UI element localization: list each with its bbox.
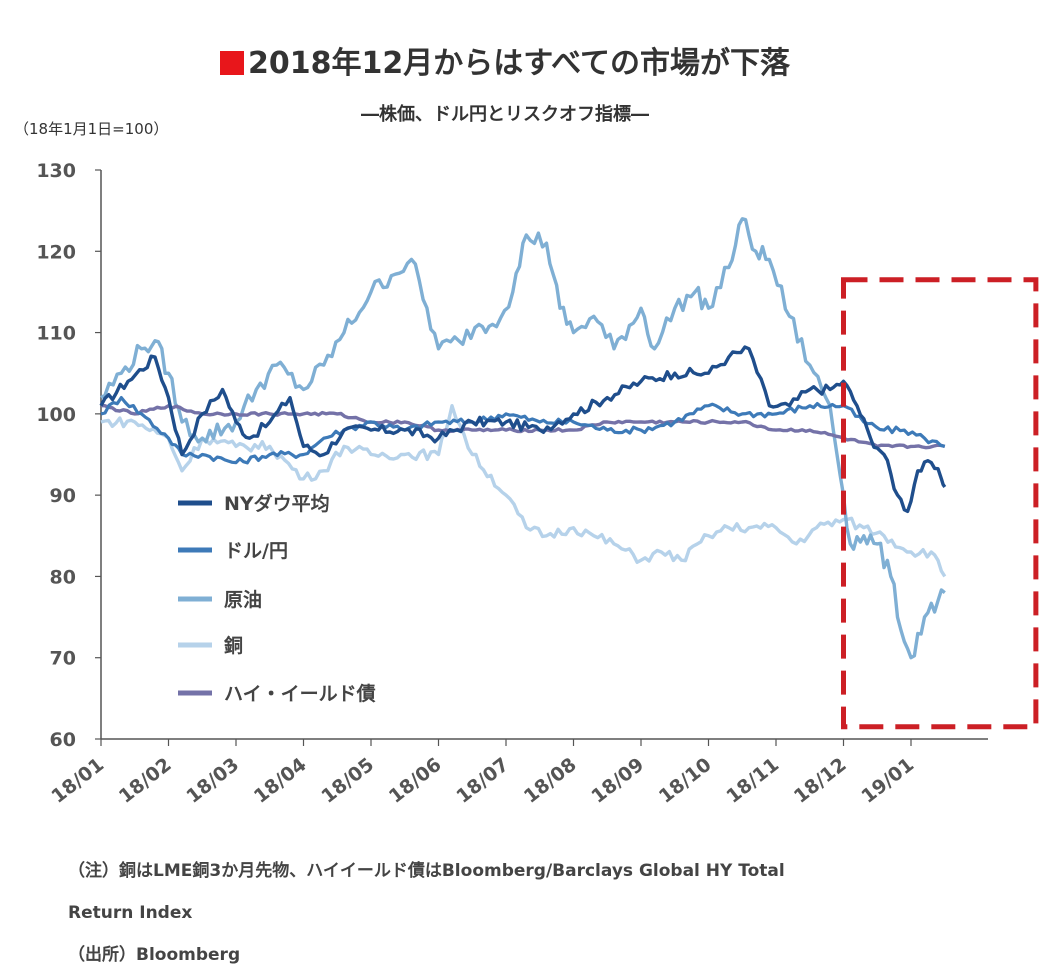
y-tick-label: 90: [50, 485, 76, 507]
x-tick-label: 18/06: [385, 754, 446, 808]
chart-title-text: 2018年12月からはすべての市場が下落: [248, 46, 790, 81]
legend-label-1: ドル/円: [224, 540, 288, 562]
series-line-3: [100, 404, 947, 578]
series-line-1: [100, 396, 946, 465]
series-line-4: [101, 404, 946, 450]
y-tick-label: 130: [36, 160, 76, 182]
y-tick-label: 110: [36, 323, 76, 345]
source-note: （出所）Bloomberg: [68, 945, 241, 965]
x-tick-label: 18/02: [115, 754, 176, 808]
x-tick-label: 18/10: [655, 754, 716, 808]
y-tick-label: 80: [50, 566, 76, 588]
series-line-0: [99, 345, 947, 514]
x-tick-label: 18/11: [722, 754, 783, 808]
axes: 60 70 80 90 100 110 120 130 18/01 18/02 18/03 18/04…: [36, 160, 988, 808]
legend-label-2: 原油: [224, 589, 262, 611]
legend-label-0: NYダウ平均: [224, 492, 330, 515]
x-tick-label: 18/07: [452, 754, 513, 808]
legend-label-4: ハイ・イールド債: [224, 682, 376, 705]
notes: （注）銅はLME銅3か月先物、ハイイールド債はBloomberg/Barclay…: [68, 850, 998, 976]
chart-title: 2018年12月からはすべての市場が下落: [0, 38, 1010, 82]
y-tick-label: 120: [36, 241, 76, 263]
x-tick-label: 19/01: [857, 754, 918, 808]
x-tick-label: 18/05: [317, 754, 378, 808]
x-tick-label: 18/01: [47, 754, 108, 808]
note-line-2: Return Index: [68, 903, 193, 923]
y-tick-label: 100: [36, 404, 76, 426]
note-line-1: （注）銅はLME銅3か月先物、ハイイールド債はBloomberg/Barclay…: [68, 861, 785, 881]
highlight-layer: [841, 277, 1039, 730]
x-tick-label: 18/08: [520, 754, 581, 808]
x-tick-label: 18/12: [790, 754, 851, 808]
line-chart: 60 70 80 90 100 110 120 130 18/01 18/02 18/03 18/04…: [36, 160, 1039, 808]
y-tick-label: 60: [50, 729, 76, 751]
x-tick-label: 18/09: [587, 754, 648, 808]
highlight-box: [841, 277, 1039, 730]
x-tick-label: 18/03: [182, 754, 243, 808]
chart-subtitle: ―株価、ドル円とリスクオフ指標―: [361, 104, 649, 125]
legend-label-3: 銅: [224, 634, 243, 657]
x-tick-label: 18/04: [250, 754, 311, 808]
y-axis-unit-label: （18年1月1日=100）: [14, 120, 169, 138]
y-tick-label: 70: [50, 648, 76, 670]
series-lines: [99, 217, 947, 660]
title-square-icon: [220, 51, 245, 75]
